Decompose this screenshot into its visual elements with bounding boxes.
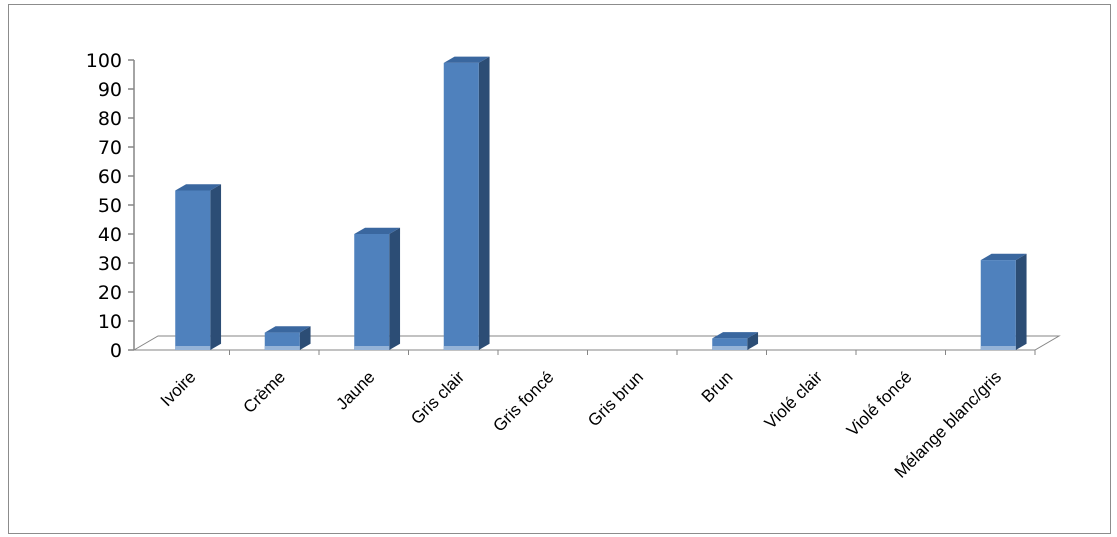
y-axis-ticks: 0 10 20 30 40 50 60 70 80 90 100 xyxy=(86,50,122,362)
bar-top-face xyxy=(354,227,401,234)
bar-front-face xyxy=(354,234,390,350)
bar-top-face xyxy=(712,332,759,339)
bar-side-face xyxy=(747,332,759,350)
bar-side-face xyxy=(1015,253,1027,350)
x-category-label: Violé foncé xyxy=(843,367,916,440)
bar xyxy=(264,326,311,350)
x-category-label: Crème xyxy=(240,367,290,417)
x-category-label: Violé clair xyxy=(761,367,827,433)
axis-layer xyxy=(128,59,1036,355)
y-tick-label: 80 xyxy=(98,108,122,130)
bar-base xyxy=(264,346,300,350)
bar-front-face xyxy=(264,332,300,350)
y-tick-label: 20 xyxy=(98,282,122,304)
bars xyxy=(175,56,1027,351)
y-tick-label: 40 xyxy=(98,224,122,246)
y-tick-label: 50 xyxy=(98,195,122,217)
bar-front-face xyxy=(980,260,1016,350)
bar xyxy=(175,184,222,350)
y-tick-label: 10 xyxy=(98,311,122,333)
bar xyxy=(354,227,401,350)
bar-base xyxy=(712,346,748,350)
bar-top-face xyxy=(443,56,490,63)
bar-front-face xyxy=(712,338,748,350)
x-category-label: Gris foncé xyxy=(489,367,557,435)
y-tick-label: 100 xyxy=(86,50,122,72)
bar-top-face xyxy=(175,184,222,191)
x-category-label: Brun xyxy=(698,367,737,406)
x-category-label: Gris brun xyxy=(584,367,647,430)
y-tick-label: 60 xyxy=(98,166,122,188)
x-category-label: Gris clair xyxy=(407,367,468,428)
bar-front-face xyxy=(443,62,479,351)
bar-side-face xyxy=(299,326,311,350)
bar-base xyxy=(175,346,211,350)
x-category-label: Ivoire xyxy=(157,367,200,410)
y-tick-label: 0 xyxy=(110,340,122,362)
bar-base xyxy=(980,346,1016,350)
x-category-label: Jaune xyxy=(332,367,378,413)
bar-front-face xyxy=(175,190,211,350)
bar-side-face xyxy=(210,184,222,350)
bar-side-face xyxy=(478,56,490,350)
bar-top-face xyxy=(980,253,1027,261)
bar xyxy=(980,253,1027,350)
y-tick-label: 90 xyxy=(98,79,122,101)
y-tick-label: 70 xyxy=(98,137,122,159)
bar-base xyxy=(354,346,390,350)
bar xyxy=(712,332,759,350)
bar-base xyxy=(443,346,479,350)
bar-top-face xyxy=(264,326,311,333)
y-tick-label: 30 xyxy=(98,253,122,275)
bar-side-face xyxy=(389,227,401,350)
x-axis-labels: Ivoire Crème Jaune Gris clair Gris foncé Gris… xyxy=(157,367,1005,482)
bar xyxy=(443,56,490,351)
